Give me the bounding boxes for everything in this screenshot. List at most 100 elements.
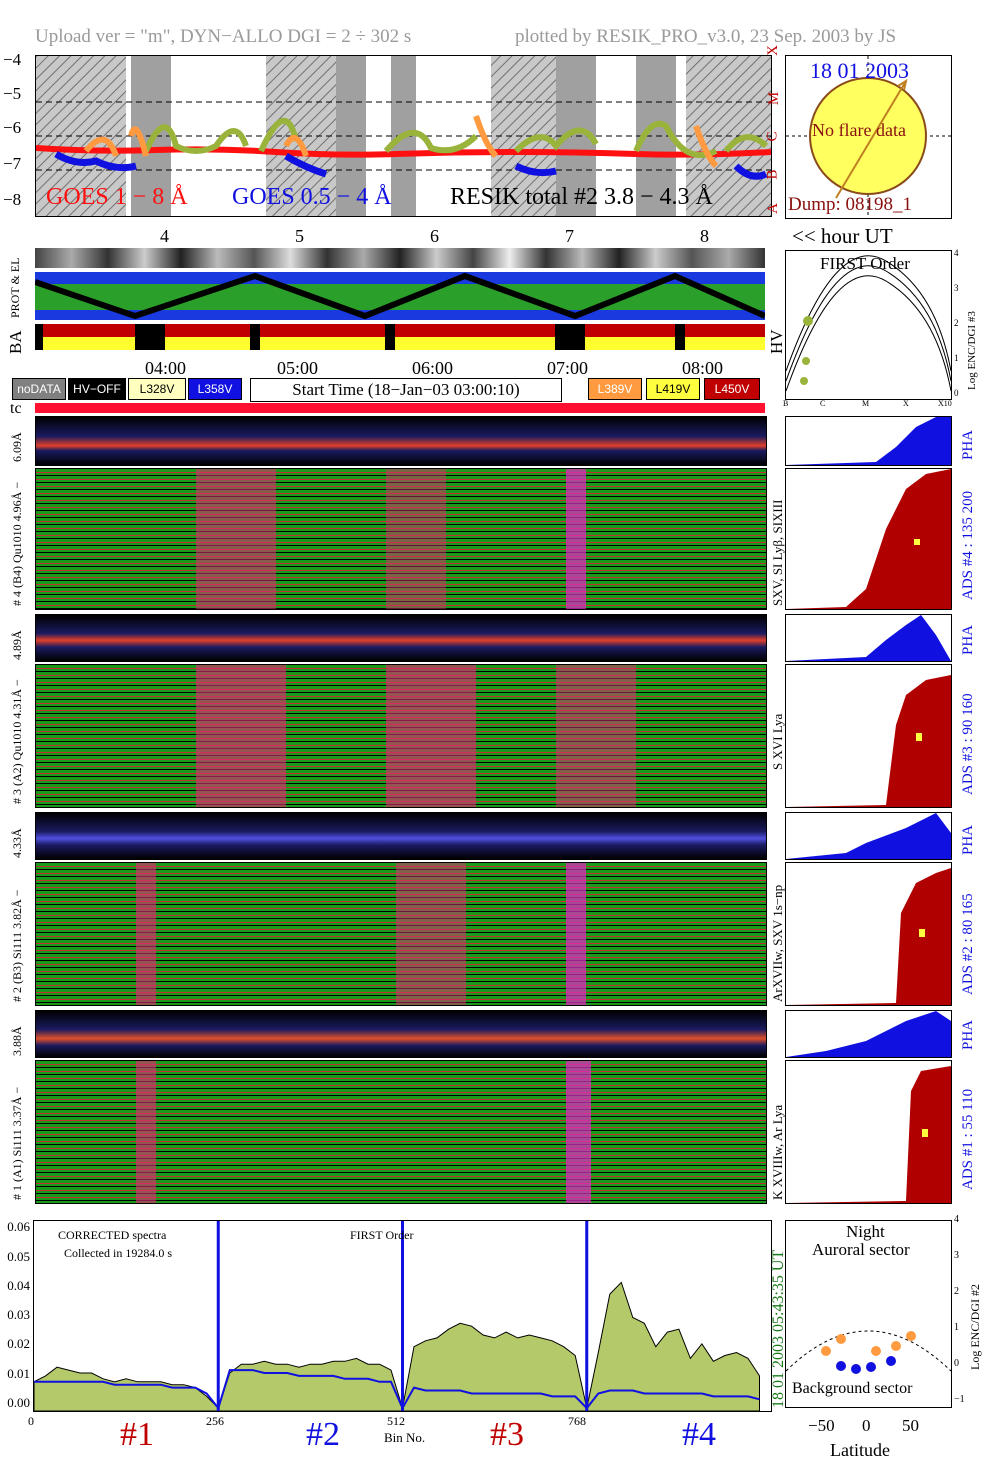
first-order-xtick: C <box>820 399 826 408</box>
legend-l358v: L358V <box>188 378 242 400</box>
goes-class-x: X <box>764 45 781 56</box>
goes-ytick-label: −5 <box>3 84 22 103</box>
ch2-pha-wavelength: 4.33Å <box>10 828 24 858</box>
ads-label-ch2: ADS #2 : 80 165 <box>960 893 976 995</box>
spectrogram-ch4 <box>35 468 767 610</box>
first-order-xtick: M <box>862 399 870 408</box>
auroral-xtick: −50 <box>808 1416 835 1435</box>
auroral-ytick: 4 <box>954 1214 959 1225</box>
first-order-ytick: 1 <box>954 353 959 363</box>
start-time-box: Start Time (18−Jan−03 03:00:10) <box>250 378 562 402</box>
pha-histogram-ch1-plot <box>786 1011 951 1057</box>
spectrogram-flare-band <box>556 665 636 807</box>
spectra-ytick: 0.01 <box>7 1366 30 1381</box>
auroral-night-label: Night <box>846 1222 885 1241</box>
pha-strip-ch1 <box>35 1010 767 1058</box>
channel-label-3: #3 <box>490 1416 524 1453</box>
goes-class-c: C <box>764 131 781 142</box>
spectrogram-ch1 <box>35 1060 767 1204</box>
time-tick-label: 04:00 <box>145 358 187 378</box>
spectrogram-flare-band <box>196 469 276 609</box>
sun-axis-arrow <box>835 80 907 199</box>
spectra-xtick: 512 <box>387 1414 405 1428</box>
ads-histogram-ch4-plot <box>786 469 951 609</box>
hv-axis-label: HV <box>767 329 786 354</box>
pha-strip-ch2 <box>35 812 767 860</box>
time-tick-label: 05:00 <box>277 358 319 378</box>
pha-label-ch4: PHA <box>960 429 976 460</box>
first-order-ytick: 2 <box>954 318 959 328</box>
ch1-left-label: # 1 (A1) Si111 3.37Å − <box>10 1086 24 1200</box>
first-order-ylabel: Log ENC/DGI #3 <box>966 311 978 390</box>
sun-date: 18 01 2003 <box>810 58 909 83</box>
ch3-left-label: # 3 (A2) Qu1010 4.31Å − <box>10 679 24 804</box>
sun-axis-arrowhead <box>897 78 908 91</box>
hour-tick-label: 6 <box>430 226 439 246</box>
auroral-ytick: −1 <box>954 1394 965 1405</box>
auroral-sector-panel <box>785 1220 952 1408</box>
first-order-ytick: 0 <box>954 388 959 398</box>
pha-strip-ch4 <box>35 416 767 466</box>
hour-tick-label: 5 <box>295 226 304 246</box>
auroral-sector-plot <box>785 1330 952 1374</box>
first-order-title: FIRST Order <box>820 254 910 273</box>
ch3-pha-wavelength: 4.89Å <box>10 630 24 660</box>
ch2-right-label: ArXVIIw, SXV 1s−np <box>770 884 785 1002</box>
prot-el-plot <box>34 272 767 320</box>
pha-strip-ch3 <box>35 614 767 662</box>
hour-unit-label: << hour UT <box>792 224 893 248</box>
spectra-title: CORRECTED spectra <box>58 1228 167 1242</box>
prot-el-bar <box>34 272 767 320</box>
spectra-collected: Collected in 19284.0 s <box>64 1246 172 1260</box>
spectrogram-flare-band <box>566 863 586 1005</box>
header-plot-credit: plotted by RESIK_PRO_v3.0, 23 Sep. 2003 … <box>515 26 897 47</box>
ads-histogram-ch1 <box>785 1060 952 1204</box>
spectra-xtick: 256 <box>206 1414 224 1428</box>
time-tick-label: 06:00 <box>412 358 454 378</box>
legend-goes-long: GOES 1 − 8 Å <box>46 184 188 210</box>
spectrogram-flare-band <box>136 1061 156 1203</box>
ads-histogram-ch2 <box>785 862 952 1006</box>
ch1-pha-wavelength: 3.88Å <box>10 1026 24 1056</box>
pha-histogram-ch2-plot <box>786 813 951 859</box>
first-order-xtick: X <box>903 399 909 408</box>
goes-long-curve <box>36 145 771 158</box>
ads-histogram-ch2-plot <box>786 868 951 1005</box>
pha-histogram-ch2 <box>785 812 952 860</box>
legend-l450v: L450V <box>704 378 760 400</box>
pha-histogram-ch3-plot <box>786 615 951 661</box>
sun-dump-id: Dump: 08198_1 <box>788 194 913 215</box>
goes-ytick-label: −7 <box>3 154 22 173</box>
hv-off-gap <box>250 324 260 350</box>
legend-l328v: L328V <box>128 378 186 400</box>
spectrogram-flare-band <box>396 863 466 1005</box>
spectra-ytick: 0.05 <box>7 1249 30 1264</box>
spectrogram-ch3 <box>35 664 767 808</box>
legend-resik-total: RESIK total #2 3.8 − 4.3 Å <box>450 184 713 210</box>
ch4-left-label: # 4 (B4) Qu1010 4.96Å − <box>10 481 24 606</box>
resik-total-curve <box>143 118 769 158</box>
goes-lightcurve-plot <box>36 56 771 216</box>
ads-histogram-ch3 <box>785 664 952 808</box>
spectra-first-order: FIRST Order <box>350 1228 414 1242</box>
pha-histogram-ch3 <box>785 614 952 662</box>
header-upload-info: Upload ver = "m", DYN−ALLO DGI = 2 ÷ 302… <box>35 26 412 47</box>
hv-off-gap <box>135 324 165 350</box>
el-grayscale-bar <box>35 248 765 268</box>
ads-histogram-ch3-plot <box>786 675 951 807</box>
spectra-ytick: 0.00 <box>7 1395 30 1410</box>
first-order-panel <box>785 250 952 400</box>
spectra-xtick: 0 <box>28 1414 34 1428</box>
corrected-spectra-panel <box>33 1220 772 1412</box>
spectrogram-ch2 <box>35 862 767 1006</box>
ads-label-ch3: ADS #3 : 90 160 <box>960 693 976 795</box>
spectra-ytick: 0.04 <box>7 1278 30 1293</box>
auroral-xtick: 0 <box>862 1416 871 1435</box>
auroral-xtick: 50 <box>902 1416 919 1435</box>
prot-el-axis-label: PROT & EL <box>8 257 22 318</box>
channel-label-4: #4 <box>682 1416 716 1453</box>
goes-short-curve <box>54 150 768 180</box>
pha-histogram-ch4 <box>785 416 952 466</box>
goes-ytick-label: −6 <box>3 118 22 137</box>
channel-label-1: #1 <box>120 1416 154 1453</box>
